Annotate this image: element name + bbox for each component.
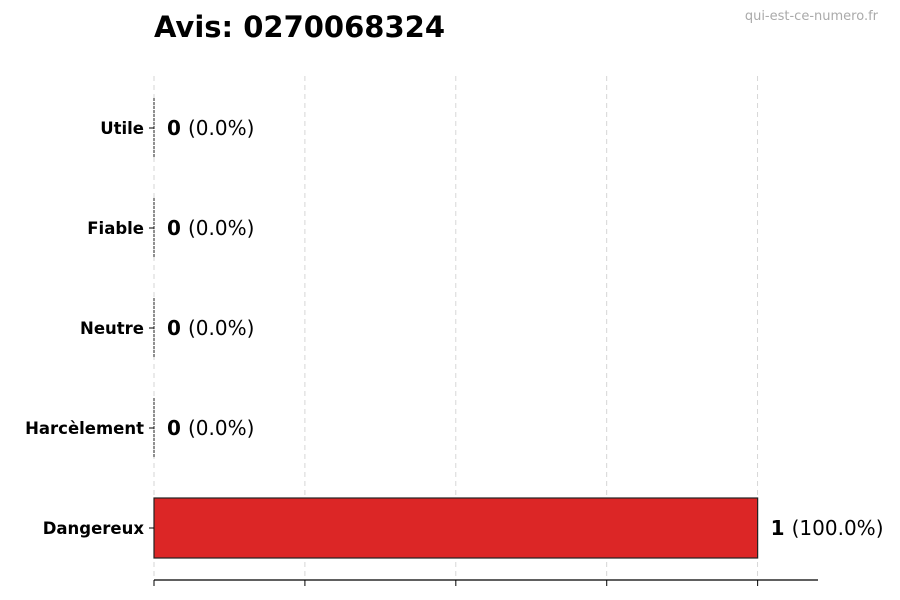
percent-label: (0.0%)	[188, 216, 254, 240]
bar	[153, 497, 759, 559]
category-label: Dangereux	[43, 519, 145, 538]
category-label: Utile	[100, 119, 144, 138]
value-label: 1	[771, 516, 785, 540]
category-label: Neutre	[80, 319, 144, 338]
percent-label: (0.0%)	[188, 416, 254, 440]
percent-label: (0.0%)	[188, 116, 254, 140]
value-label: 0	[167, 216, 181, 240]
value-label: 0	[167, 416, 181, 440]
category-label: Fiable	[87, 219, 144, 238]
watermark: qui-est-ce-numero.fr	[744, 9, 878, 24]
chart-title: Avis: 0270068324	[154, 10, 445, 44]
value-label: 0	[167, 116, 181, 140]
category-label: Harcèlement	[25, 419, 144, 438]
value-label: 0	[167, 316, 181, 340]
percent-label: (100.0%)	[792, 516, 884, 540]
percent-label: (0.0%)	[188, 316, 254, 340]
